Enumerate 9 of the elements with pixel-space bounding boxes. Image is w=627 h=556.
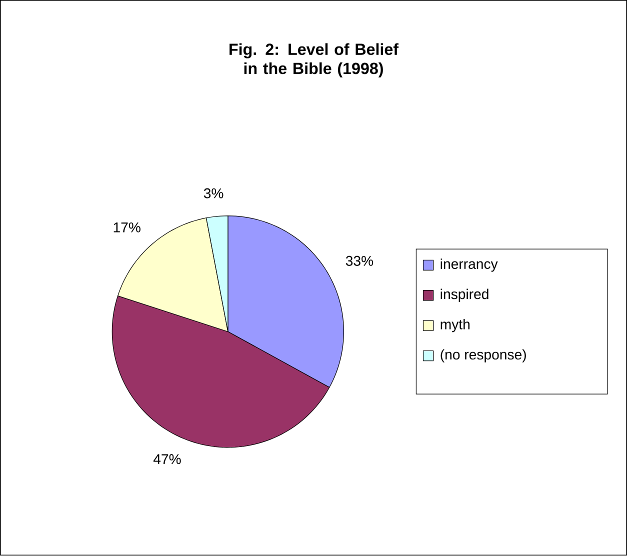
data-label: 47%: [153, 454, 181, 464]
legend-label: inerrancy: [440, 258, 498, 272]
data-label: 33%: [346, 256, 374, 266]
legend-label: myth: [440, 319, 470, 332]
data-label: 17%: [114, 222, 140, 233]
legend-label: inspired: [440, 289, 488, 302]
chart-title: Fig. 2: Level of Belief in the Bible (1998): [230, 43, 399, 78]
legend-label: (no response): [440, 349, 526, 363]
data-label: 3%: [204, 188, 224, 199]
